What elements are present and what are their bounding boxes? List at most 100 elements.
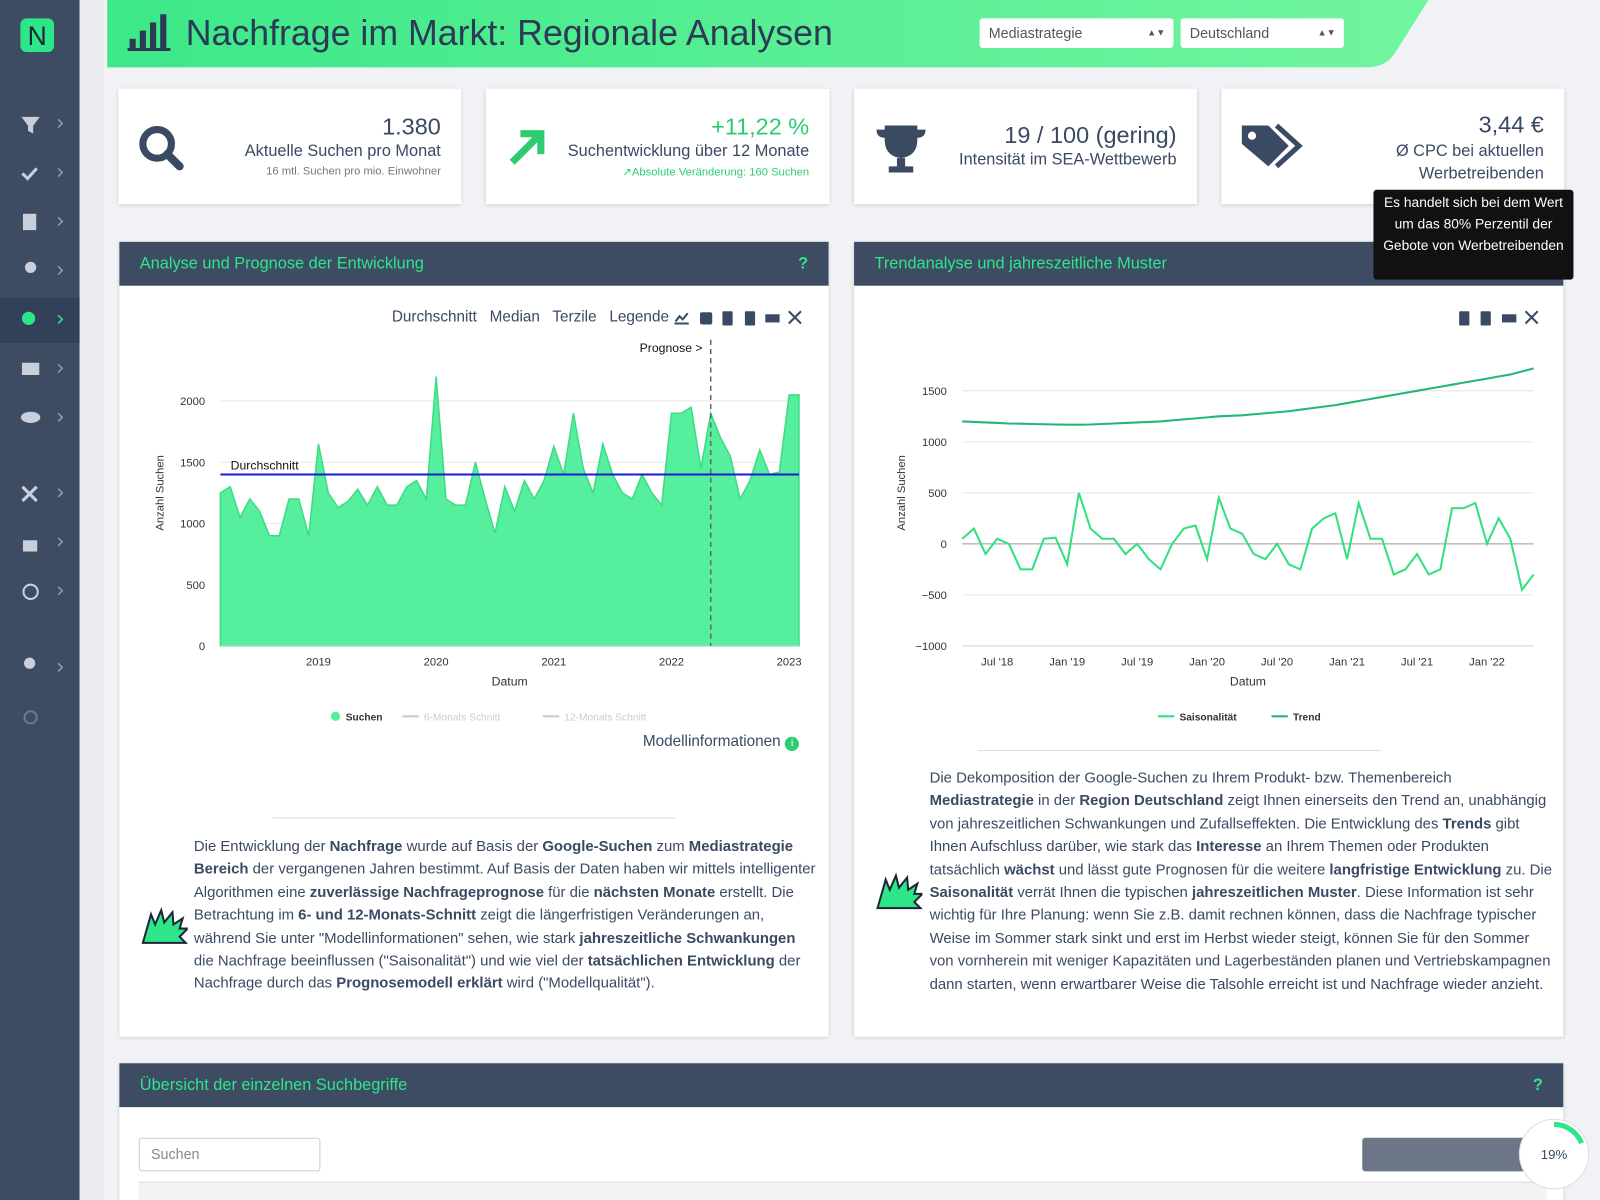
bold-text: wächst (1004, 861, 1055, 879)
y-tick-label: 1500 (922, 386, 947, 398)
toolbar-button[interactable]: Durchschnitt (391, 308, 477, 326)
icon-xls[interactable] (1480, 311, 1491, 326)
table-toolbar[interactable] (1362, 1137, 1526, 1172)
nav-route[interactable] (24, 261, 37, 273)
nav-board[interactable] (21, 362, 40, 375)
bold-text: tatsächlichen Entwicklung (587, 953, 775, 970)
kpi-card: +11,22 % Suchentwicklung über 12 Monate ↗A… (485, 88, 830, 205)
legend-label: Trend (1293, 712, 1321, 723)
search-icon (139, 126, 184, 171)
hedgehog-icon (876, 872, 923, 910)
icons (1459, 310, 1539, 326)
progress-arc (1553, 1121, 1584, 1145)
icon-line[interactable] (674, 312, 689, 325)
text: verrät Ihnen die typischen (1013, 884, 1192, 902)
icons (674, 310, 802, 326)
region-select-text: Deutschland (1189, 24, 1270, 41)
legend-symbol (330, 711, 341, 721)
bold-text: Nachfrage (329, 838, 403, 856)
nav-tools[interactable] (21, 485, 38, 503)
page-title: Nachfrage im Markt: Regionale Analysen (185, 13, 833, 54)
y-tick-label: 1000 (180, 519, 205, 531)
icon-print[interactable] (765, 314, 780, 323)
toolbar-button[interactable]: Terzile (552, 308, 597, 326)
y-tick-label: 0 (199, 641, 205, 653)
search-input[interactable]: Suchen (138, 1137, 321, 1172)
progress-bg (1518, 1118, 1590, 1190)
icon-csv[interactable] (1459, 311, 1470, 326)
header-bg (107, 0, 1429, 68)
bold-text: zuverlässige Nachfrageprognose (309, 884, 544, 901)
text: und lässt gute Prognosen für die weitere (1054, 861, 1330, 879)
text: die Nachfrage beeinflussen ("Saisonalitä… (193, 953, 588, 970)
toolbar-button[interactable]: Legende (609, 308, 669, 326)
topic-select[interactable]: Mediastrategie ▲▼ (979, 18, 1174, 48)
help-button[interactable]: ? (1532, 1076, 1543, 1094)
nav-icons (20, 116, 41, 725)
x-tick-label: 2019 (306, 656, 331, 668)
bold-text: Mediastrategie (929, 793, 1034, 810)
kpi-card: 19 / 100 (gering) Intensität im SEA-Wettb… (854, 88, 1197, 205)
icon-csv[interactable] (722, 311, 733, 326)
y-tick-label: 0 (941, 539, 947, 551)
nav-lock[interactable] (22, 540, 38, 552)
sidebar (0, 0, 80, 1200)
logo[interactable] (20, 18, 55, 53)
trend-arrow-icon (509, 130, 545, 165)
text: in der (1033, 793, 1080, 810)
nav-power[interactable] (23, 710, 38, 725)
nav-user[interactable] (23, 657, 36, 669)
toolbar-button[interactable]: Median (489, 308, 540, 326)
region-select[interactable]: Deutschland ▲▼ (1180, 18, 1344, 48)
panel-header: Übersicht der einzelnen Suchbegriffe? (119, 1063, 1564, 1108)
x-tick-label: 2021 (541, 656, 566, 668)
help-button[interactable]: ? (798, 255, 809, 273)
topic-select-text: Mediastrategie (988, 24, 1083, 41)
panel (854, 241, 1564, 1037)
legend-label: 12-Monats Schnitt (564, 712, 646, 723)
line (961, 492, 1535, 593)
header-shape (107, 0, 1429, 68)
text: zeigt die längerfristigen Veränderungen … (193, 907, 765, 947)
nav-check[interactable] (21, 167, 38, 181)
tooltip: Es handelt sich bei dem Wert um das 80% … (1373, 189, 1574, 280)
hedgehog-icon (141, 907, 188, 944)
x-tick-label: 2022 (659, 656, 684, 668)
y-tick-label: −1000 (915, 641, 947, 653)
x-tick-label: Jan '21 (1329, 656, 1365, 668)
nav-calc[interactable] (22, 213, 37, 231)
nav-eye[interactable] (20, 411, 41, 423)
model-info-link[interactable]: Modellinformationen i (643, 733, 800, 752)
legend-label: Suchen (346, 712, 383, 723)
nav-filter[interactable] (21, 116, 40, 134)
kpi-note: 16 mtl. Suchen pro mio. Einwohner (266, 165, 441, 178)
icon-full[interactable] (1524, 310, 1539, 325)
legend-label: 6-Monats Schnitt (424, 712, 501, 723)
text: Die Dekomposition der Google-Suchen zu I… (929, 770, 1452, 787)
icon-print[interactable] (1502, 314, 1517, 323)
nav-play[interactable] (22, 583, 39, 600)
text: für die (543, 884, 594, 901)
y-tick-label: 1000 (922, 437, 947, 449)
kpi-value: +11,22 % (711, 113, 810, 140)
x-axis-title: Datum (1230, 675, 1266, 689)
icon-xls[interactable] (744, 311, 756, 326)
x-tick-label: Jan '20 (1189, 656, 1225, 668)
x-tick-label: Jul '19 (1121, 656, 1153, 668)
nav-idea[interactable] (21, 311, 36, 325)
icon-minus[interactable] (699, 312, 713, 325)
description: Die Entwicklung der Nachfrage wurde auf … (194, 836, 818, 996)
kpi-label: Suchentwicklung über 12 Monate (567, 142, 810, 161)
kpi-card: 1.380 Aktuelle Suchen pro Monat 16 mtl. Su… (118, 88, 462, 205)
kpi-label: Ø CPC bei aktuellen Werbetreibenden (1395, 142, 1544, 183)
x-tick-label: Jul '21 (1401, 656, 1433, 668)
x-tick-label: 2023 (777, 656, 802, 668)
bold-text: langfristige Entwicklung (1329, 861, 1502, 879)
table-header (138, 1181, 1547, 1200)
text: an Ihrem Themen oder Produkten tatsächli… (929, 838, 1489, 879)
icon-full[interactable] (788, 310, 802, 325)
legend-label: Saisonalität (1179, 712, 1237, 723)
text: der vergangenen Jahren bestimmt. Auf Bas… (193, 861, 816, 901)
